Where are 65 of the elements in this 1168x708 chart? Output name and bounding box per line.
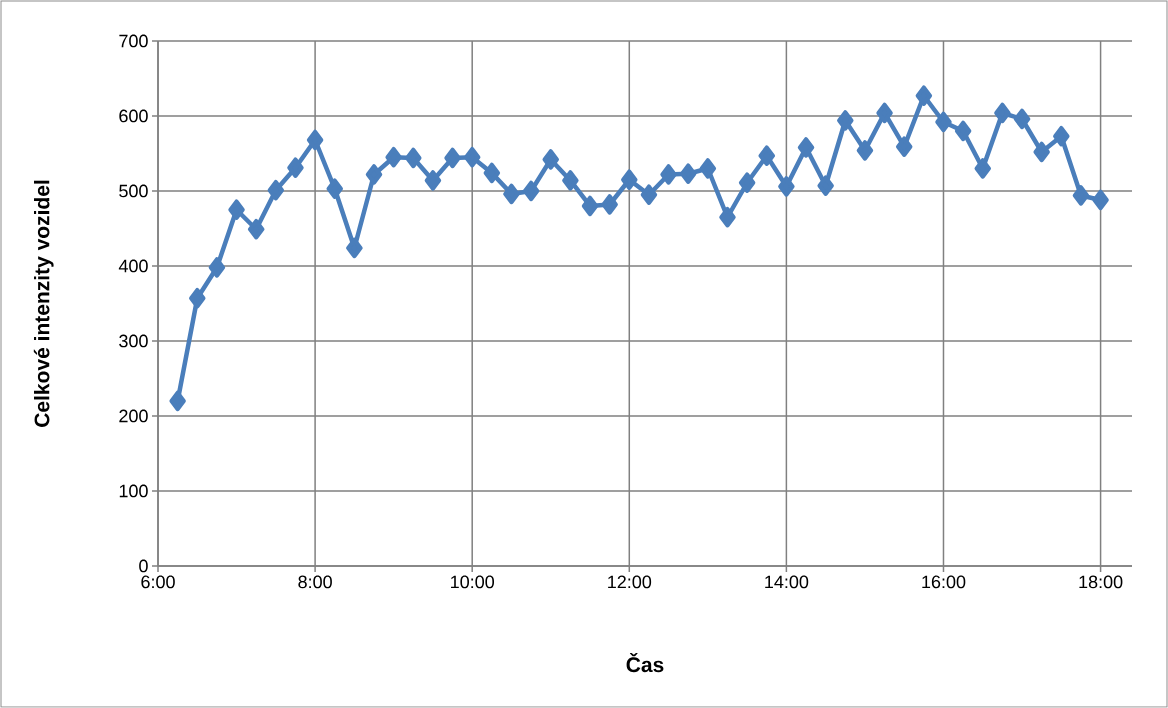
point <box>856 140 874 161</box>
point <box>169 390 186 412</box>
y-tick-label: 700 <box>119 34 148 48</box>
point <box>935 111 952 133</box>
point <box>405 147 422 169</box>
point <box>719 206 736 228</box>
point <box>954 120 972 142</box>
point <box>817 175 834 196</box>
x-tick-label: 10:00 <box>451 575 495 589</box>
point <box>287 157 304 178</box>
point <box>601 194 618 215</box>
point <box>208 257 226 278</box>
point <box>581 195 599 217</box>
point <box>463 146 481 168</box>
point <box>758 145 775 166</box>
point <box>365 164 383 185</box>
point <box>503 183 520 205</box>
point <box>228 199 245 220</box>
point <box>621 169 638 190</box>
x-tick-label: 8:00 <box>298 575 332 589</box>
point <box>267 179 285 201</box>
point <box>876 102 893 124</box>
point <box>837 110 854 131</box>
point <box>895 136 913 157</box>
point <box>326 178 343 199</box>
point <box>778 176 795 197</box>
point <box>994 102 1011 124</box>
point <box>522 180 540 202</box>
point <box>542 149 559 170</box>
point <box>385 146 402 168</box>
x-tick-label: 6:00 <box>141 575 175 589</box>
point <box>640 184 658 205</box>
x-tick-label: 14:00 <box>765 575 809 589</box>
point <box>660 164 677 185</box>
point <box>483 162 501 184</box>
y-tick-label: 300 <box>119 334 148 348</box>
y-tick-label: 500 <box>119 184 148 198</box>
point <box>424 170 442 191</box>
y-tick-label: 600 <box>119 109 148 123</box>
point <box>915 85 933 106</box>
point <box>562 170 579 191</box>
y-tick-label: 200 <box>119 409 148 423</box>
point <box>1033 141 1050 163</box>
x-tick-label: 16:00 <box>922 575 966 589</box>
x-tick-label: 18:00 <box>1079 575 1123 589</box>
y-axis-title: Celkové intenzity vozidel <box>33 180 54 427</box>
point <box>444 147 461 169</box>
point <box>346 237 363 259</box>
point <box>738 172 756 193</box>
x-axis-title: Čas <box>626 653 664 673</box>
point <box>1053 125 1070 147</box>
point <box>189 287 206 309</box>
point <box>1072 185 1090 206</box>
point <box>797 137 815 158</box>
point <box>974 158 992 179</box>
point <box>1092 189 1109 211</box>
x-tick-label: 12:00 <box>608 575 652 589</box>
point <box>699 158 717 179</box>
point <box>679 163 697 184</box>
y-tick-label: 400 <box>118 259 148 273</box>
point <box>1013 108 1031 130</box>
point <box>247 218 265 240</box>
point <box>306 129 324 151</box>
y-tick-label: 0 <box>139 559 148 573</box>
y-tick-label: 100 <box>119 484 148 498</box>
